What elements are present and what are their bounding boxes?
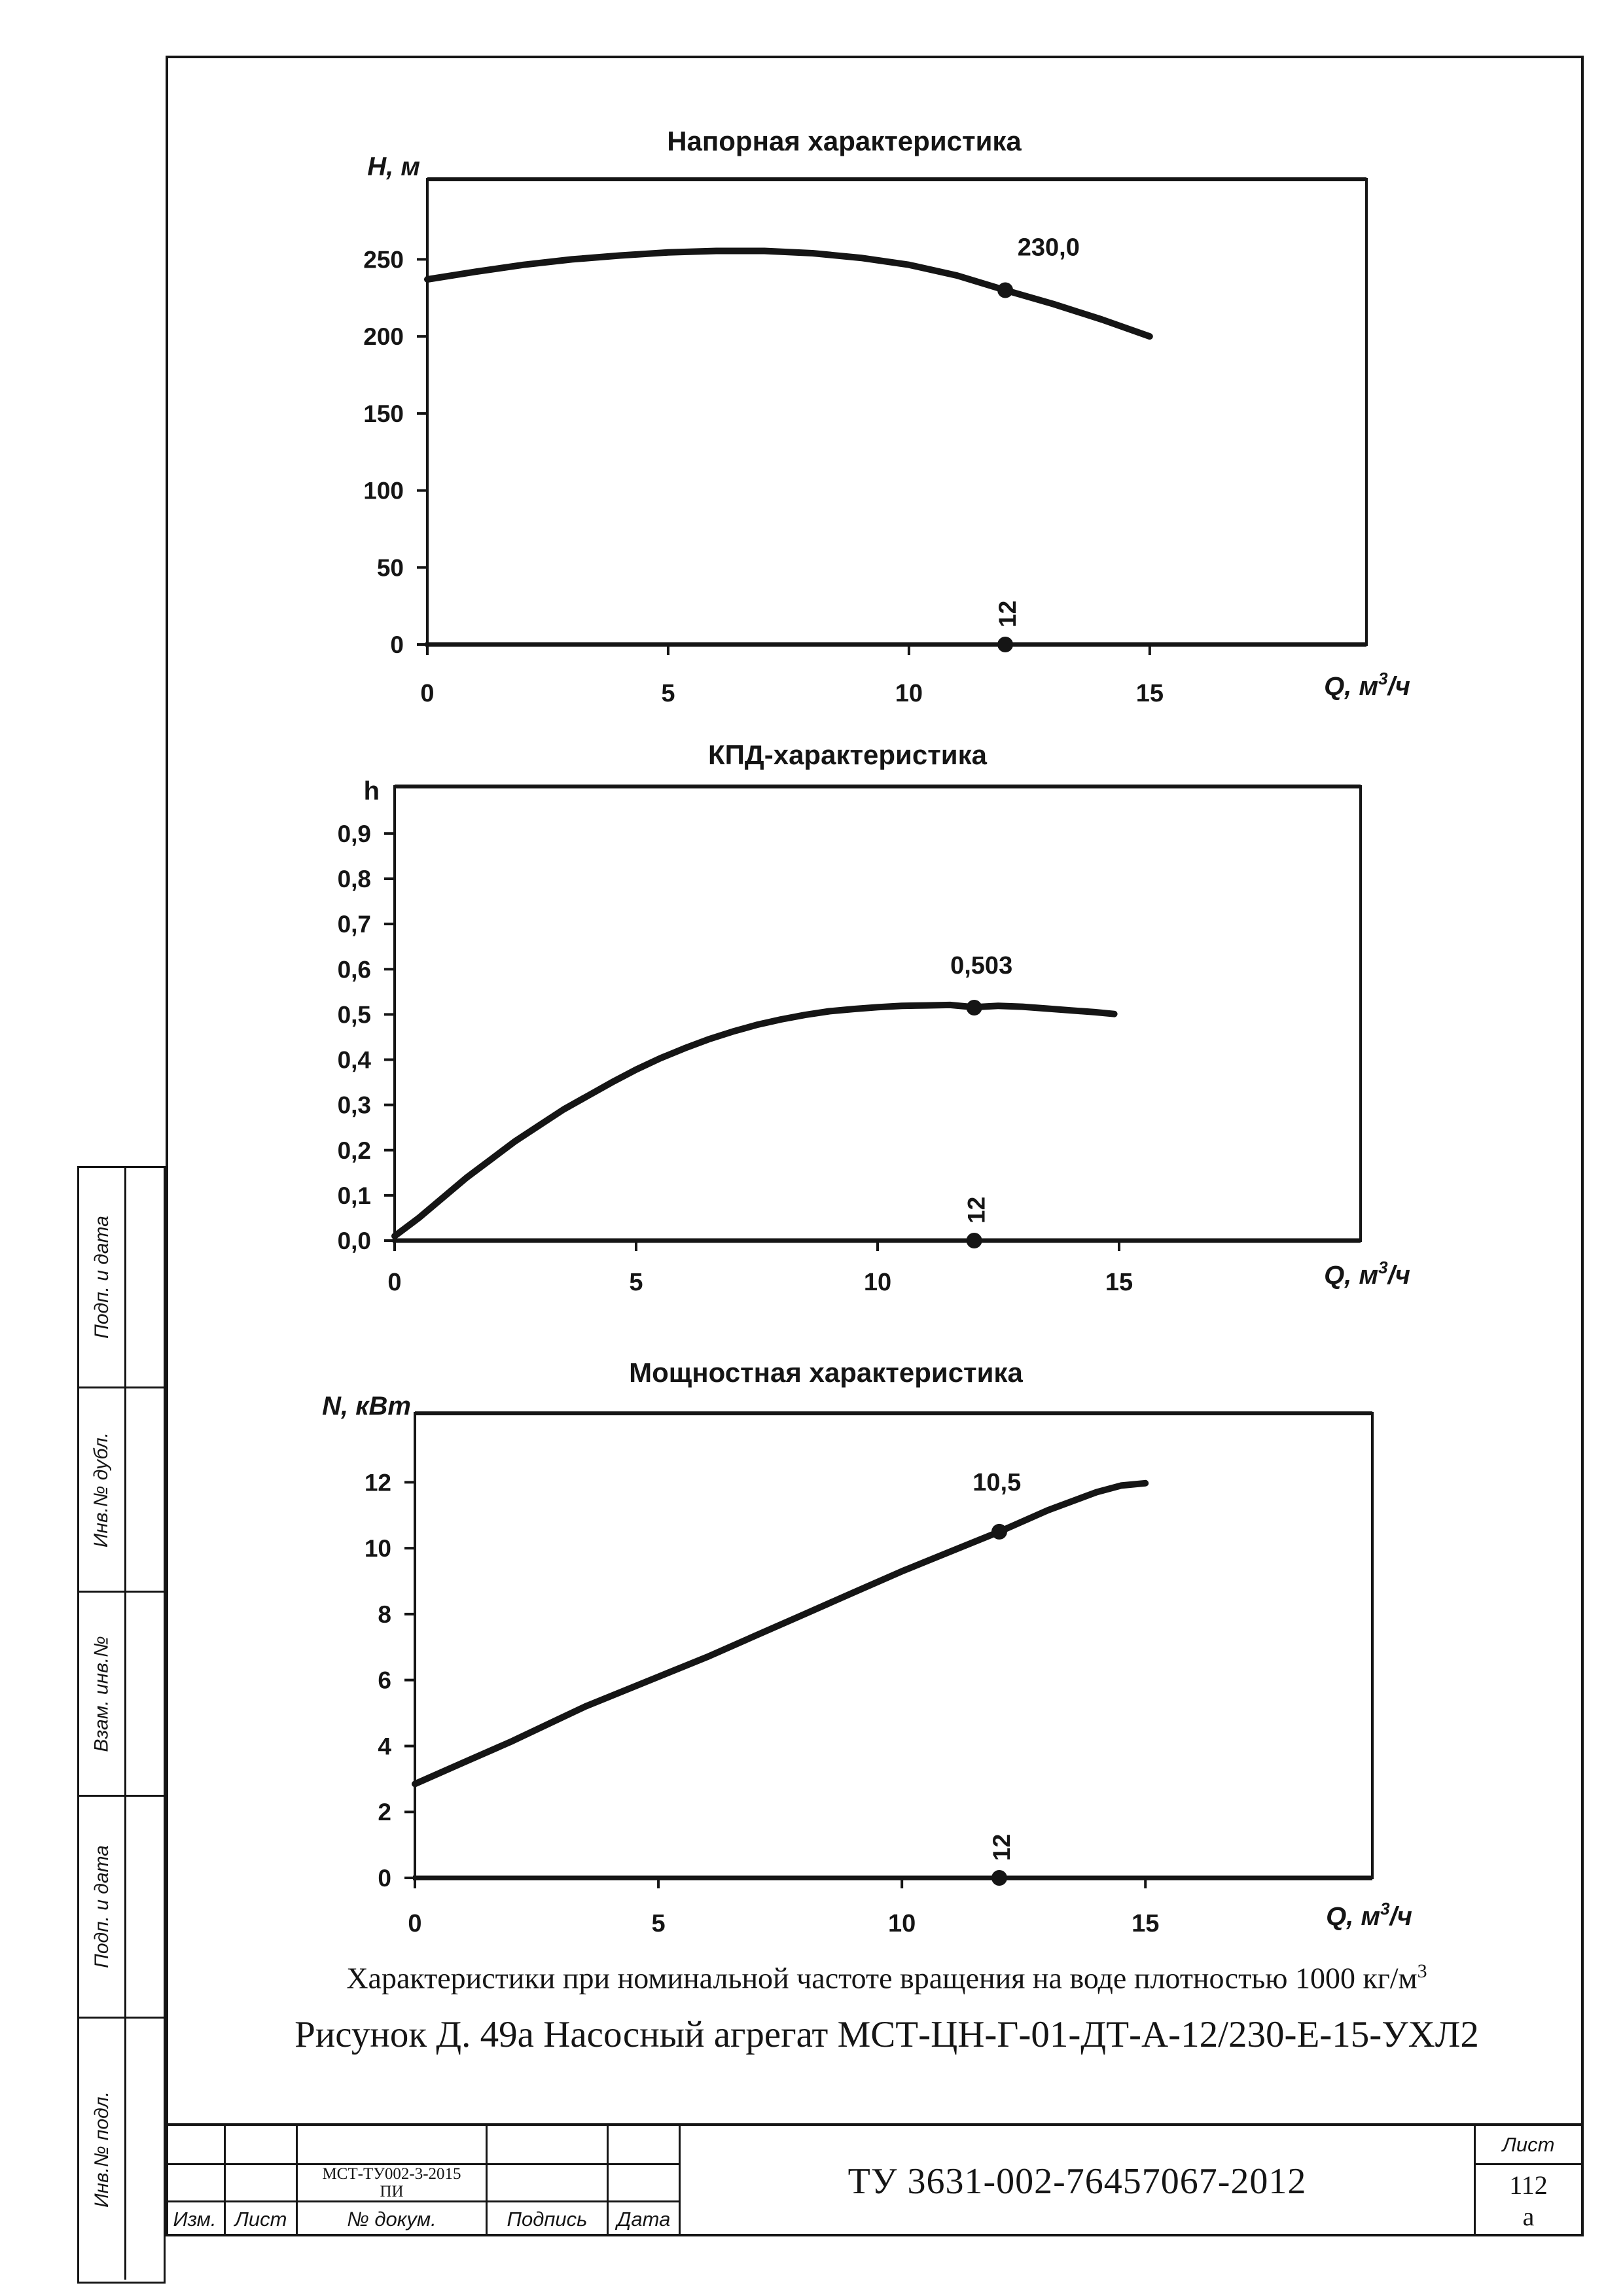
title-block-empty-cell xyxy=(609,2165,681,2202)
title-block-empty-cell xyxy=(298,2126,488,2165)
sidebar-label: Взам. инв.№ xyxy=(90,1635,113,1752)
sidebar-cell-vzam-inv-no: Взам. инв.№ xyxy=(79,1593,164,1797)
sidebar-divider xyxy=(124,1168,126,1386)
column-label-list: Лист xyxy=(226,2202,298,2236)
sidebar-divider xyxy=(124,1388,126,1591)
drawing-frame xyxy=(166,56,1584,2236)
sidebar-label-wrap: Инв.№ подл. xyxy=(79,2019,124,2280)
document-number-line1: МСТ-ТУ002-3-2015 xyxy=(322,2165,461,2183)
sidebar-label: Инв.№ подл. xyxy=(90,2091,113,2208)
sheet-number-cell: 112 а xyxy=(1476,2165,1581,2236)
sidebar-label-wrap: Подп. и дата xyxy=(79,1168,124,1386)
title-block-empty-cell xyxy=(609,2126,681,2165)
sidebar-cell-inv-no-dubl: Инв.№ дубл. xyxy=(79,1388,164,1593)
column-label-data: Дата xyxy=(609,2202,681,2236)
sidebar-label-wrap: Инв.№ дубл. xyxy=(79,1388,124,1591)
document-number-line2: ПИ xyxy=(380,2183,404,2200)
sidebar-label: Инв.№ дубл. xyxy=(90,1432,113,1547)
sheet-suffix: а xyxy=(1522,2201,1535,2231)
column-label-izm: Изм. xyxy=(166,2202,226,2236)
sidebar-label: Подп. и дата xyxy=(90,1216,113,1339)
sidebar-label: Подп. и дата xyxy=(90,1845,113,1968)
sidebar-label-wrap: Подп. и дата xyxy=(79,1797,124,2017)
sidebar-label-wrap: Взам. инв.№ xyxy=(79,1593,124,1795)
column-label-podpis: Подпись xyxy=(488,2202,609,2236)
sheet-header-label: Лист xyxy=(1476,2126,1581,2165)
sidebar-cell-inv-no-podl: Инв.№ подл. xyxy=(79,2019,164,2280)
title-block: МСТ-ТУ002-3-2015 ПИ Изм. Лист № докум. П… xyxy=(166,2123,1584,2236)
figure-caption: Рисунок Д. 49а Насосный агрегат МСТ-ЦН-Г… xyxy=(294,2014,1479,2055)
sidebar-divider xyxy=(124,1797,126,2017)
document-designation: ТУ 3631-002-76457067-2012 xyxy=(681,2126,1476,2236)
characteristics-note-text: Характеристики при номинальной частоте в… xyxy=(346,1961,1418,1995)
characteristics-note-superscript: 3 xyxy=(1417,1960,1427,1982)
title-block-empty-cell xyxy=(488,2165,609,2202)
document-number-cell: МСТ-ТУ002-3-2015 ПИ xyxy=(298,2165,488,2202)
sidebar-divider xyxy=(124,1593,126,1795)
sidebar-divider xyxy=(124,2019,126,2280)
sidebar-stamp-column: Подп. и дата Инв.№ дубл. Взам. инв.№ Под… xyxy=(77,1166,166,2284)
title-block-empty-cell xyxy=(226,2126,298,2165)
title-block-empty-cell xyxy=(488,2126,609,2165)
characteristics-note: Характеристики при номинальной частоте в… xyxy=(183,1951,1590,1995)
column-label-no-dokum: № докум. xyxy=(298,2202,488,2236)
sheet-number: 112 xyxy=(1509,2170,1548,2200)
title-block-empty-cell xyxy=(166,2126,226,2165)
title-block-empty-cell xyxy=(166,2165,226,2202)
sidebar-cell-podp-i-data-2: Подп. и дата xyxy=(79,1797,164,2019)
sidebar-cell-podp-i-data-1: Подп. и дата xyxy=(79,1168,164,1388)
title-block-empty-cell xyxy=(226,2165,298,2202)
